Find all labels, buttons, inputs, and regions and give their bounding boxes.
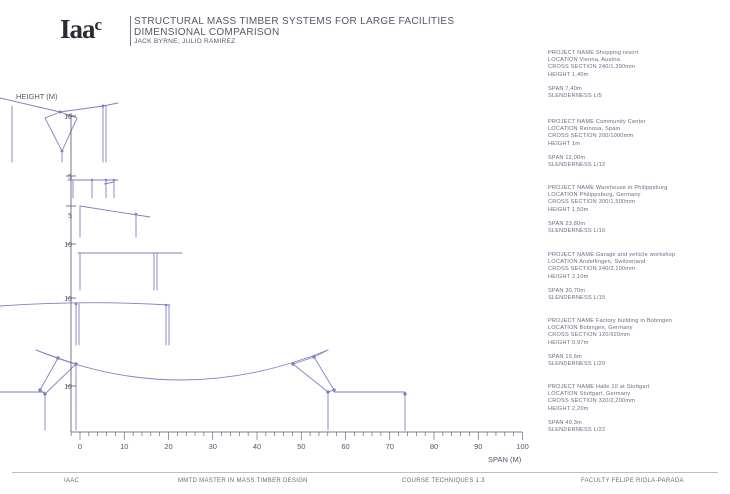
document-title: STRUCTURAL MASS TIMBER SYSTEMS FOR LARGE… bbox=[134, 16, 454, 38]
dimensional-comparison-diagram: HEIGHT (M) SPAN (M) 10 5 5 10 10 10 0 10 2… bbox=[0, 92, 529, 464]
y-tick-label: 5 bbox=[68, 174, 72, 181]
project-card-factory-bobingen: PROJECT NAME Factory building in Bobinge… bbox=[548, 318, 672, 368]
project-location: LOCATION Philippsburg, Germany bbox=[548, 192, 641, 199]
structure-garage-workshop bbox=[77, 252, 183, 291]
x-tick-label: 80 bbox=[430, 442, 438, 451]
project-span: SPAN 49,3m bbox=[548, 419, 582, 426]
project-card-warehouse-philippsburg: PROJECT NAME Warehouse in Philippsburg L… bbox=[548, 185, 668, 235]
structure-factory-bobingen bbox=[0, 302, 171, 346]
project-name: PROJECT NAME Shopping resort bbox=[548, 50, 639, 56]
project-cross-section: CROSS SECTION 120/920mm bbox=[548, 332, 631, 339]
project-card-community-center: PROJECT NAME Community Center LOCATION R… bbox=[548, 119, 646, 169]
truss-right bbox=[292, 356, 335, 393]
structure-halle-10-stuttgart bbox=[0, 349, 406, 431]
project-height: HEIGHT 1,50m bbox=[548, 206, 589, 213]
project-location: LOCATION Andelfingen, Switzerland bbox=[548, 259, 646, 266]
structure-community-center bbox=[67, 179, 119, 199]
project-cross-section: CROSS SECTION 320/2,200mm bbox=[548, 398, 636, 405]
project-span: SPAN 12,00m bbox=[548, 154, 586, 161]
footer-org: IAAC bbox=[64, 478, 80, 484]
x-tick-label: 90 bbox=[474, 442, 482, 451]
y-tick-label: 10 bbox=[64, 384, 72, 391]
project-slenderness: SLENDERNESS L/15 bbox=[548, 295, 606, 302]
y-tick-label: 10 bbox=[64, 114, 72, 121]
tree-column bbox=[44, 111, 78, 153]
iaac-logo: Iaac bbox=[60, 14, 102, 44]
project-height: HEIGHT 1m bbox=[548, 140, 581, 147]
x-tick-label: 30 bbox=[209, 442, 217, 451]
project-slenderness: SLENDERNESS L/16 bbox=[548, 228, 606, 235]
project-location: LOCATION Bobingen, Germany bbox=[548, 325, 633, 332]
title-line-1: STRUCTURAL MASS TIMBER SYSTEMS FOR LARGE… bbox=[134, 16, 455, 27]
x-tick-label: 60 bbox=[341, 442, 349, 451]
project-height: HEIGHT 0,97m bbox=[548, 339, 589, 346]
project-name: PROJECT NAME Halle 10 at Stuttgart bbox=[548, 384, 650, 390]
roof-beam bbox=[0, 302, 171, 307]
footer-course: COURSE TECHNIQUES 1.3 bbox=[402, 478, 485, 484]
authors: JACK BYRNE, JULIO RAMIREZ bbox=[134, 38, 236, 45]
joint-markers bbox=[38, 104, 407, 396]
footer-divider bbox=[12, 472, 718, 473]
x-tick-label: 100 bbox=[516, 442, 529, 451]
project-span: SPAN 7,40m bbox=[548, 85, 582, 92]
project-slenderness: SLENDERNESS L/20 bbox=[548, 361, 606, 368]
y-tick-label: 10 bbox=[64, 296, 72, 303]
project-location: LOCATION Reinosa, Spain bbox=[548, 126, 621, 133]
project-slenderness: SLENDERNESS L/22 bbox=[548, 427, 606, 434]
project-cross-section: CROSS SECTION 200/1000mm bbox=[548, 133, 634, 140]
project-cross-section: CROSS SECTION 240/1,390mm bbox=[548, 64, 636, 71]
project-height: HEIGHT 2,10m bbox=[548, 273, 589, 280]
project-cross-section: CROSS SECTION 240/2,100mm bbox=[548, 266, 636, 273]
project-card-halle-10-stuttgart: PROJECT NAME Halle 10 at Stuttgart LOCAT… bbox=[548, 384, 650, 434]
x-axis-minor-ticks bbox=[70, 432, 523, 440]
x-axis-label: SPAN (M) bbox=[488, 455, 522, 464]
project-height: HEIGHT 2,20m bbox=[548, 405, 589, 412]
footer-program: MMTD MASTER IN MASS TIMBER DESIGN bbox=[178, 478, 308, 484]
project-slenderness: SLENDERNESS L/5 bbox=[548, 93, 602, 100]
project-cross-section: CROSS SECTION 300/1,500mm bbox=[548, 199, 636, 206]
project-location: LOCATION Stuttgart, Germany bbox=[548, 391, 631, 398]
x-tick-label: 0 bbox=[78, 442, 82, 451]
roof-arch bbox=[35, 349, 329, 381]
roof-beam bbox=[79, 205, 151, 218]
y-axis-label: HEIGHT (M) bbox=[16, 92, 58, 101]
project-span: SPAN 30,70m bbox=[548, 287, 586, 294]
x-tick-label: 70 bbox=[386, 442, 394, 451]
brace bbox=[103, 181, 115, 185]
x-tick-label: 40 bbox=[253, 442, 261, 451]
header-divider bbox=[130, 16, 131, 46]
project-height: HEIGHT 1,40m bbox=[548, 71, 589, 78]
footer-faculty: FACULTY FELIPE RIOLA-PARADA bbox=[581, 478, 684, 484]
title-line-2: DIMENSIONAL COMPARISON bbox=[134, 27, 280, 38]
project-name: PROJECT NAME Community Center bbox=[548, 119, 646, 125]
project-card-garage-workshop: PROJECT NAME Garage and vehicle workshop… bbox=[548, 252, 675, 302]
x-tick-label: 50 bbox=[297, 442, 305, 451]
project-name: PROJECT NAME Warehouse in Philippsburg bbox=[548, 185, 668, 191]
project-span: SPAN 23,80m bbox=[548, 220, 586, 227]
structure-warehouse-philippsburg bbox=[79, 205, 151, 238]
y-tick-label: 10 bbox=[64, 242, 72, 249]
roof-beam bbox=[0, 97, 119, 113]
project-name: PROJECT NAME Garage and vehicle workshop bbox=[548, 252, 676, 258]
structure-shopping-resort bbox=[0, 97, 119, 163]
project-location: LOCATION Vienna, Austria bbox=[548, 57, 621, 64]
project-span: SPAN 19,6m bbox=[548, 353, 582, 360]
project-card-shopping-resort: PROJECT NAME Shopping resort LOCATION Vi… bbox=[548, 50, 638, 100]
x-axis-tick-labels: 0 10 20 30 40 50 60 70 80 90 100 bbox=[78, 442, 529, 451]
y-tick-label: 5 bbox=[68, 213, 72, 220]
project-slenderness: SLENDERNESS L/12 bbox=[548, 162, 606, 169]
project-name: PROJECT NAME Factory building in Bobinge… bbox=[548, 318, 673, 324]
x-tick-label: 20 bbox=[164, 442, 172, 451]
x-tick-label: 10 bbox=[120, 442, 128, 451]
